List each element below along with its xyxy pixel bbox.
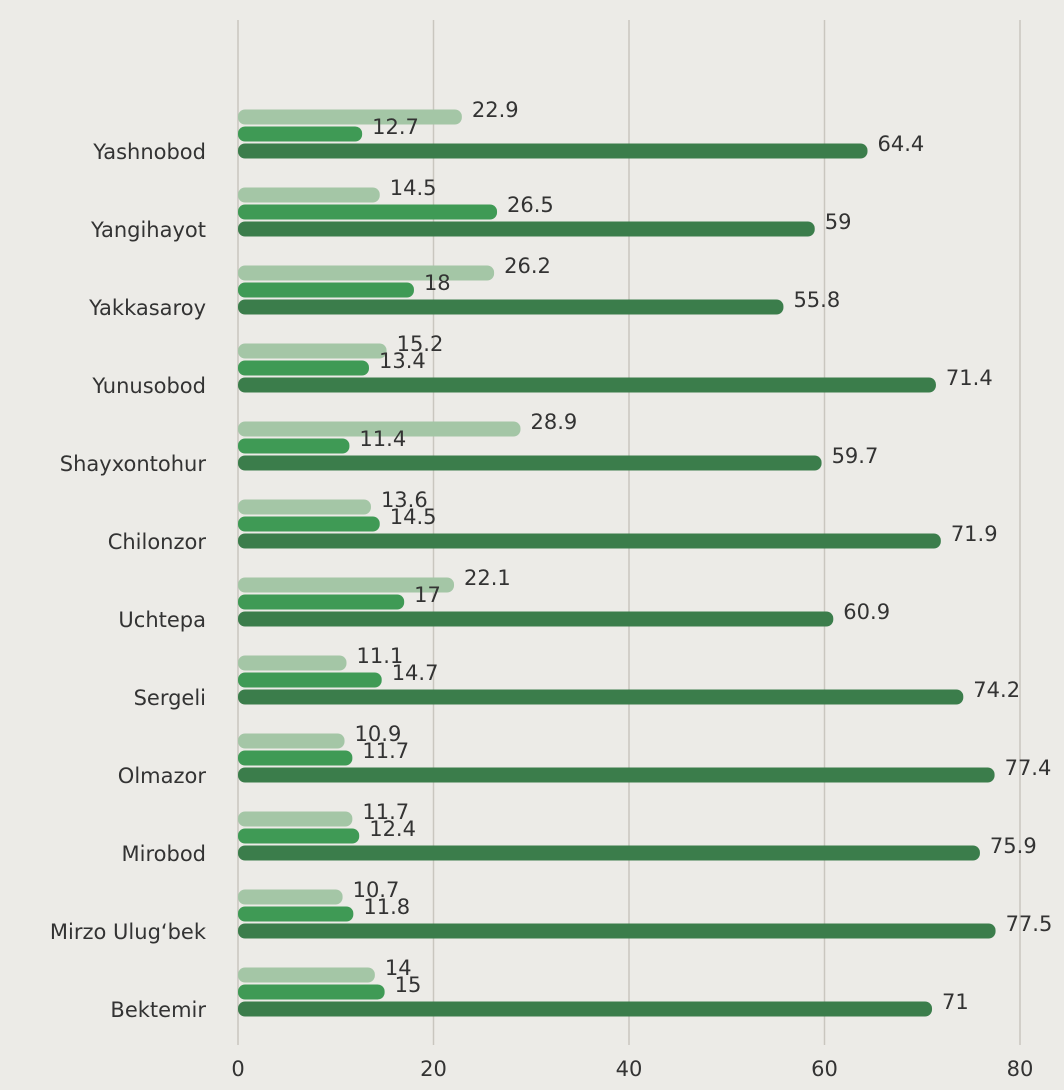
chart: 0 20 40 60 80 Yashnobod 22.9 12.7 64.4 Yangihayot…	[0, 0, 1064, 1086]
data-label: 77.4	[1005, 756, 1052, 780]
data-label: 71.9	[951, 522, 998, 546]
bar	[238, 768, 995, 783]
data-label: 12.7	[372, 115, 419, 139]
bar	[238, 222, 815, 237]
data-label: 18	[424, 271, 451, 295]
data-label: 75.9	[990, 834, 1037, 858]
bar	[238, 890, 343, 905]
bar	[238, 378, 936, 393]
y-tick-label: Yunusobod	[91, 374, 206, 398]
y-tick-label: Mirobod	[122, 842, 206, 866]
bar	[238, 361, 369, 376]
bar	[238, 127, 362, 142]
bar	[238, 144, 868, 159]
x-tick-label: 60	[811, 1057, 838, 1081]
data-label: 74.2	[973, 678, 1020, 702]
data-label: 14.5	[390, 505, 437, 529]
bar	[238, 968, 375, 983]
data-label: 28.9	[530, 410, 577, 434]
data-label: 71	[942, 990, 969, 1014]
data-label: 14.5	[390, 176, 437, 200]
y-tick-label: Shayxontohur	[60, 452, 207, 476]
data-label: 11.7	[362, 739, 409, 763]
y-tick-label: Yakkasaroy	[88, 296, 206, 320]
bar	[238, 829, 359, 844]
bar	[238, 751, 352, 766]
data-label: 11.4	[359, 427, 406, 451]
data-label: 59	[825, 210, 852, 234]
y-tick-label: Yashnobod	[92, 140, 206, 164]
bar	[238, 985, 385, 1000]
data-label: 14.7	[392, 661, 439, 685]
bar	[238, 612, 833, 627]
data-label: 60.9	[843, 600, 890, 624]
data-label: 12.4	[369, 817, 416, 841]
y-tick-label: Sergeli	[134, 686, 206, 710]
data-label: 59.7	[832, 444, 879, 468]
data-label: 26.2	[504, 254, 551, 278]
bar	[238, 846, 980, 861]
bar	[238, 517, 380, 532]
bar	[238, 673, 382, 688]
page: {"chart_data": {"type": "barh", "categor…	[0, 0, 1064, 1086]
data-label: 77.5	[1006, 912, 1053, 936]
bar	[238, 534, 941, 549]
data-label: 22.1	[464, 566, 511, 590]
bar	[238, 344, 387, 359]
y-tick-label: Olmazor	[118, 764, 207, 788]
bar	[238, 924, 996, 939]
data-label: 15	[395, 973, 422, 997]
bar	[238, 595, 404, 610]
data-label: 13.4	[379, 349, 426, 373]
bar	[238, 300, 783, 315]
x-tick-label: 40	[616, 1057, 643, 1081]
x-tick-label: 0	[231, 1057, 244, 1081]
bar	[238, 205, 497, 220]
bar	[238, 1002, 932, 1017]
bar	[238, 656, 347, 671]
bar	[238, 439, 349, 454]
bar	[238, 188, 380, 203]
x-tick-label: 80	[1007, 1057, 1034, 1081]
bar	[238, 690, 963, 705]
data-label: 64.4	[878, 132, 925, 156]
y-tick-label: Yangihayot	[90, 218, 206, 242]
bar	[238, 734, 345, 749]
data-label: 55.8	[793, 288, 840, 312]
y-tick-label: Bektemir	[110, 998, 206, 1022]
bar	[238, 283, 414, 298]
data-label: 26.5	[507, 193, 554, 217]
data-label: 71.4	[946, 366, 993, 390]
y-tick-label: Mirzo Ulug‘bek	[50, 920, 207, 944]
data-label: 11.8	[363, 895, 410, 919]
bar	[238, 266, 494, 281]
x-tick-label: 20	[420, 1057, 447, 1081]
bar	[238, 500, 371, 515]
y-tick-label: Uchtepa	[118, 608, 206, 632]
bar	[238, 812, 352, 827]
data-label: 22.9	[472, 98, 519, 122]
bar	[238, 907, 353, 922]
bar	[238, 456, 822, 471]
bar	[238, 110, 462, 125]
y-tick-label: Chilonzor	[108, 530, 207, 554]
data-label: 17	[414, 583, 441, 607]
